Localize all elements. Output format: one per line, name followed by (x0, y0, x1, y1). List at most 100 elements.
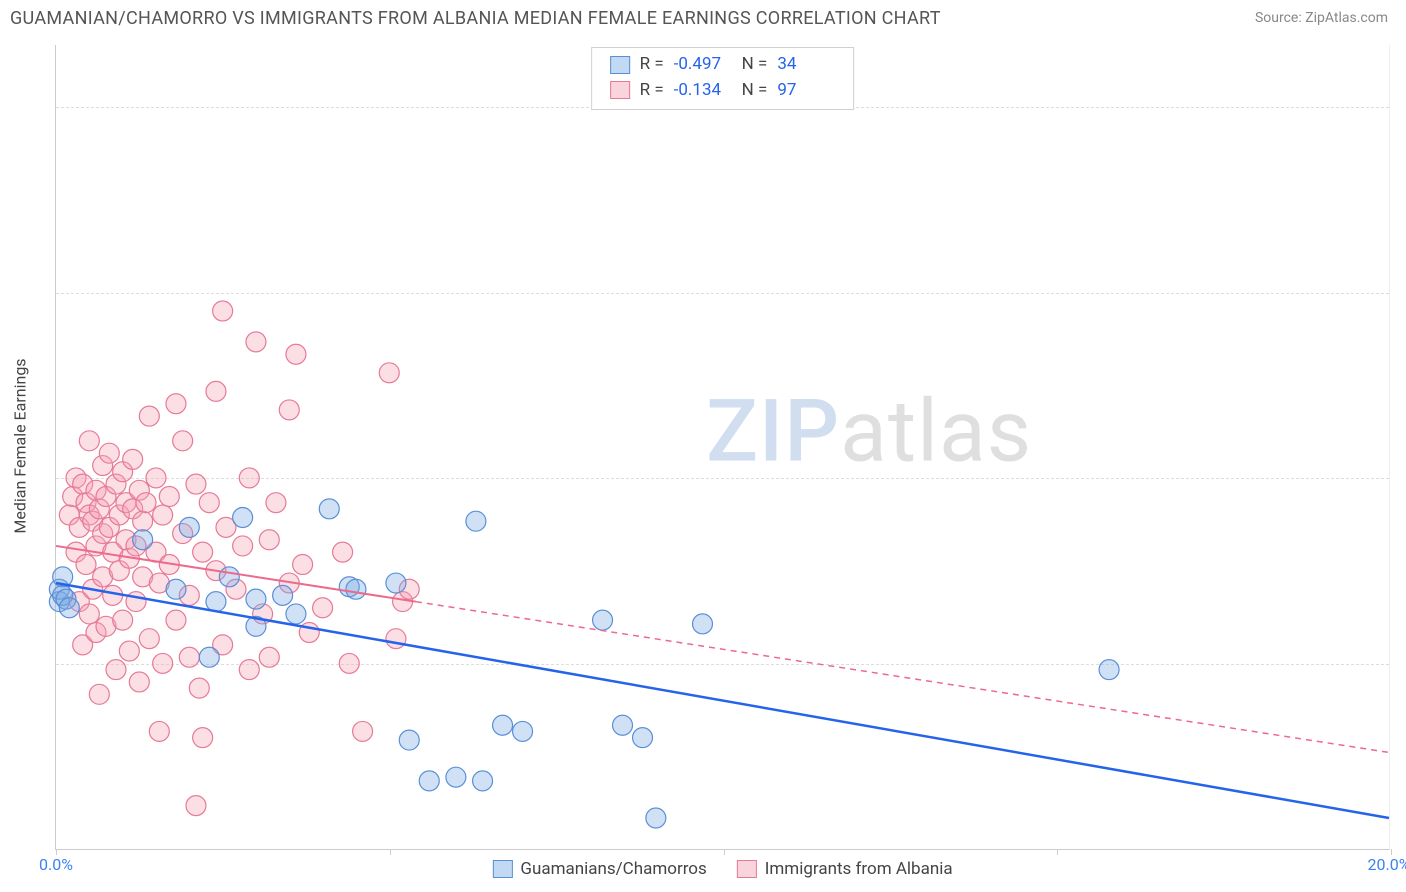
data-point (266, 493, 286, 513)
data-point (286, 604, 306, 624)
data-point (79, 604, 99, 624)
data-point (693, 614, 713, 634)
swatch-pink-icon (610, 81, 630, 99)
data-point (493, 715, 513, 735)
data-point (513, 721, 533, 741)
data-point (239, 660, 259, 680)
data-point (149, 721, 169, 741)
data-point (339, 653, 359, 673)
data-point (379, 363, 399, 383)
data-point (136, 493, 156, 513)
data-point (193, 542, 213, 562)
data-point (133, 530, 153, 550)
data-point (286, 344, 306, 364)
data-point (313, 598, 333, 618)
data-point (119, 641, 139, 661)
data-point (246, 589, 266, 609)
data-point (319, 499, 339, 519)
legend-item-blue: Guamanians/Chamorros (492, 859, 706, 879)
data-point (246, 332, 266, 352)
data-point (193, 728, 213, 748)
r-label-2: R = (640, 78, 664, 104)
data-point (166, 394, 186, 414)
r-value-blue: -0.497 (674, 52, 732, 78)
legend-label-blue: Guamanians/Chamorros (520, 859, 706, 879)
data-point (89, 684, 109, 704)
data-point (189, 678, 209, 698)
data-point (179, 647, 199, 667)
n-label: N = (742, 52, 768, 78)
data-point (279, 400, 299, 420)
data-point (186, 796, 206, 816)
data-point (293, 554, 313, 574)
data-point (1099, 660, 1119, 680)
x-tick-min: 0.0% (39, 855, 73, 874)
x-tick-max: 20.0% (1368, 855, 1406, 874)
data-point (206, 592, 226, 612)
x-tick-mark (1057, 849, 1058, 855)
legend: Guamanians/Chamorros Immigrants from Alb… (492, 859, 952, 879)
data-point (219, 567, 239, 587)
plot-svg (56, 45, 1389, 849)
data-point (99, 443, 119, 463)
data-point (273, 585, 293, 605)
stats-box: R = -0.497 N = 34 R = -0.134 N = 97 (591, 47, 855, 110)
data-point (473, 771, 493, 791)
data-point (259, 647, 279, 667)
n-label-2: N = (742, 78, 768, 104)
r-value-pink: -0.134 (674, 78, 732, 104)
data-point (633, 728, 653, 748)
data-point (239, 468, 259, 488)
data-point (79, 431, 99, 451)
data-point (76, 554, 96, 574)
x-tick-mark (724, 849, 725, 855)
data-point (199, 647, 219, 667)
x-tick-mark (390, 849, 391, 855)
source-link[interactable]: ZipAtlas.com (1305, 10, 1388, 26)
source-prefix: Source: (1255, 10, 1305, 26)
trendline (56, 583, 1389, 818)
y-tick-label: $35,000 (1399, 655, 1406, 674)
stats-row-blue: R = -0.497 N = 34 (610, 52, 836, 78)
data-point (106, 660, 126, 680)
trendline-extrapolated (416, 602, 1389, 753)
data-point (179, 517, 199, 537)
r-label: R = (640, 52, 664, 78)
y-tick-label: $80,000 (1399, 97, 1406, 116)
data-point (166, 610, 186, 630)
data-point (123, 449, 143, 469)
data-point (233, 508, 253, 528)
data-point (613, 715, 633, 735)
data-point (159, 486, 179, 506)
data-point (346, 579, 366, 599)
stats-row-pink: R = -0.134 N = 97 (610, 78, 836, 104)
data-point (213, 301, 233, 321)
legend-swatch-blue-icon (492, 860, 512, 878)
data-point (353, 721, 373, 741)
legend-swatch-pink-icon (737, 860, 757, 878)
data-point (446, 767, 466, 787)
n-value-blue: 34 (777, 52, 835, 78)
legend-label-pink: Immigrants from Albania (765, 859, 953, 879)
data-point (259, 530, 279, 550)
data-point (153, 505, 173, 525)
data-point (386, 629, 406, 649)
data-point (133, 511, 153, 531)
legend-item-pink: Immigrants from Albania (737, 859, 953, 879)
data-point (206, 381, 226, 401)
data-point (233, 536, 253, 556)
data-point (59, 598, 79, 618)
data-point (153, 653, 173, 673)
data-point (113, 610, 133, 630)
y-axis-label: Median Female Earnings (11, 358, 30, 533)
y-tick-label: $50,000 (1399, 469, 1406, 488)
data-point (129, 672, 149, 692)
y-tick-label: $65,000 (1399, 283, 1406, 302)
n-value-pink: 97 (777, 78, 835, 104)
data-point (419, 771, 439, 791)
data-point (126, 592, 146, 612)
source-attribution: Source: ZipAtlas.com (1255, 10, 1388, 26)
plot-area: ZIPatlas $35,000$50,000$65,000$80,000 R … (55, 45, 1390, 850)
swatch-blue-icon (610, 56, 630, 74)
data-point (173, 431, 193, 451)
